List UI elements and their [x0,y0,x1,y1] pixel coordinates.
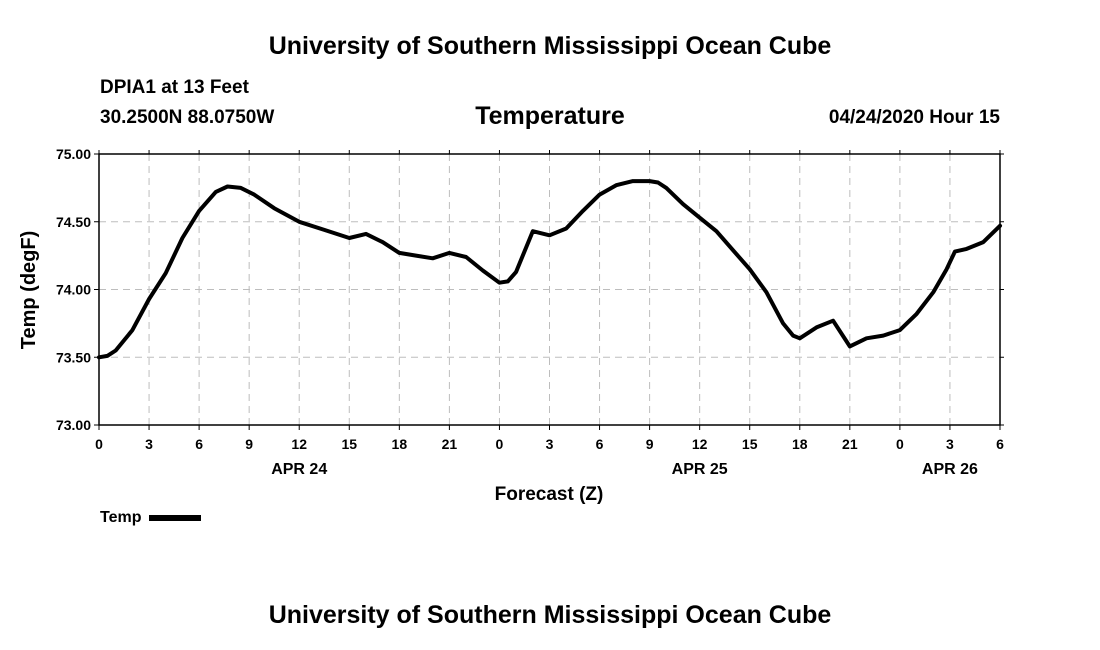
legend-line-swatch [149,514,202,521]
x-tick-label: 9 [245,436,253,452]
x-tick-label: 21 [842,436,858,452]
x-tick-label: 3 [546,436,554,452]
station-label: DPIA1 at 13 Feet [100,77,249,98]
x-tick-label: 3 [145,436,153,452]
x-day-label: APR 26 [922,461,978,478]
x-tick-label: 12 [692,436,708,452]
bottom-title: University of Southern Mississippi Ocean… [268,601,832,629]
x-axis-label: Forecast (Z) [495,484,604,505]
x-day-label: APR 25 [672,461,728,478]
y-tick-label: 73.00 [56,417,91,433]
x-tick-label: 0 [896,436,904,452]
x-tick-label: 6 [195,436,203,452]
x-tick-label: 0 [496,436,504,452]
x-tick-label: 21 [442,436,458,452]
y-tick-label: 74.50 [56,214,91,230]
x-day-label: APR 24 [271,461,327,478]
x-tick-label: 18 [792,436,808,452]
x-tick-label: 0 [95,436,103,452]
temp-series-line [97,179,1002,360]
x-tick-label: 3 [946,436,954,452]
x-tick-label: 15 [341,436,357,452]
y-axis-label: Temp (degF) [18,231,40,350]
legend: Temp [100,509,202,527]
y-tick-label: 74.00 [56,282,91,298]
y-tick-label: 75.00 [56,146,91,162]
coordinates-label: 30.2500N 88.0750W [100,107,275,128]
top-title: University of Southern Mississippi Ocean… [268,32,832,60]
x-tick-label: 6 [596,436,604,452]
legend-label: Temp [100,509,142,526]
y-tick-label: 73.50 [56,349,91,365]
x-tick-label: 6 [996,436,1004,452]
x-tick-label: 9 [646,436,654,452]
x-tick-label: 15 [742,436,758,452]
x-tick-label: 18 [392,436,408,452]
x-tick-label: 12 [291,436,307,452]
plot-title: Temperature [475,102,625,130]
forecast-time: 04/24/2020 Hour 15 [828,107,1000,128]
